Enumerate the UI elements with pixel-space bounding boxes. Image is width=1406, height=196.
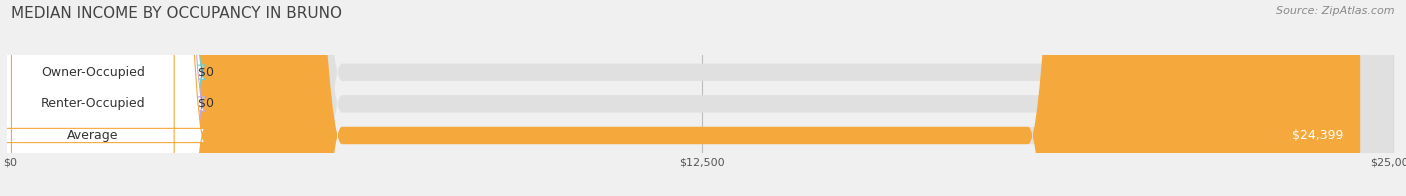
- Text: Average: Average: [67, 129, 118, 142]
- Text: $0: $0: [198, 97, 214, 110]
- Text: $0: $0: [198, 66, 214, 79]
- Text: $24,399: $24,399: [1292, 129, 1344, 142]
- FancyBboxPatch shape: [10, 0, 1393, 196]
- FancyBboxPatch shape: [10, 0, 1360, 196]
- Text: Renter-Occupied: Renter-Occupied: [41, 97, 145, 110]
- FancyBboxPatch shape: [0, 0, 205, 196]
- FancyBboxPatch shape: [10, 0, 1393, 196]
- Text: Owner-Occupied: Owner-Occupied: [41, 66, 145, 79]
- FancyBboxPatch shape: [0, 0, 205, 196]
- Text: Source: ZipAtlas.com: Source: ZipAtlas.com: [1277, 6, 1395, 16]
- FancyBboxPatch shape: [0, 0, 205, 196]
- FancyBboxPatch shape: [10, 0, 1393, 196]
- Text: MEDIAN INCOME BY OCCUPANCY IN BRUNO: MEDIAN INCOME BY OCCUPANCY IN BRUNO: [11, 6, 342, 21]
